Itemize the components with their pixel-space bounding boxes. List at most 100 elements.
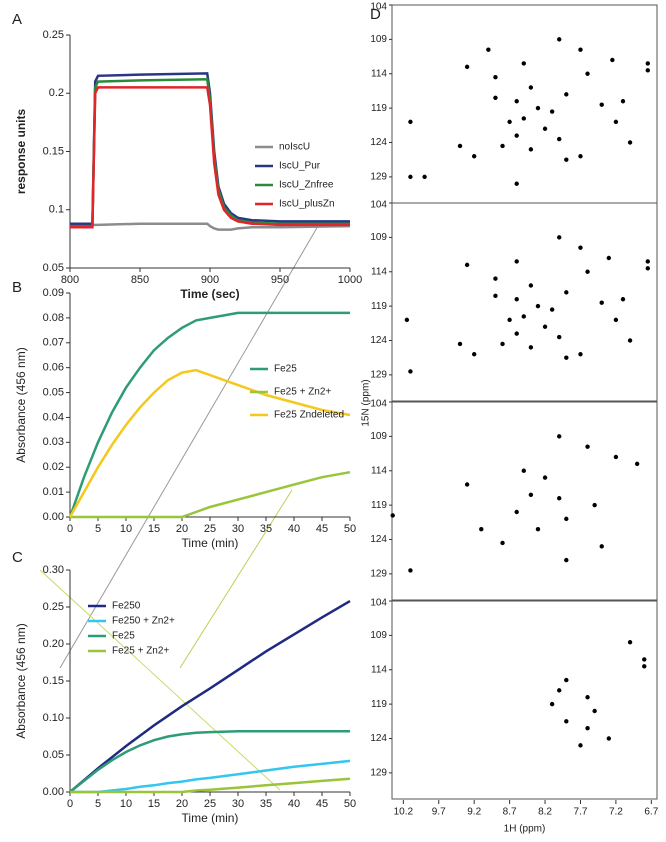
data-line xyxy=(69,600,351,793)
peak xyxy=(620,99,626,104)
y-axis-title: response units xyxy=(14,109,28,195)
peak xyxy=(549,307,555,312)
peak xyxy=(408,568,413,573)
y-tick-label: 0.06 xyxy=(43,362,64,374)
legend-label: Fe25 + Zn2+ xyxy=(274,387,331,398)
peak xyxy=(578,352,583,357)
y-tick-label: 0.07 xyxy=(43,337,64,349)
peak xyxy=(521,468,526,473)
legend-label: Fe250 xyxy=(112,601,141,612)
y-tick-label: 104 xyxy=(370,598,387,609)
peak xyxy=(528,492,534,498)
peak xyxy=(599,300,604,305)
x-tick-label: 800 xyxy=(61,274,79,286)
y-tick-label: 114 xyxy=(371,465,387,476)
peak xyxy=(464,262,470,268)
peak xyxy=(500,143,505,149)
y-tick-label: 0.00 xyxy=(43,786,64,798)
peak xyxy=(507,317,512,323)
peak xyxy=(578,245,583,250)
y-tick-label: 119 xyxy=(371,500,387,511)
x-tick-label: 5 xyxy=(95,523,101,535)
peak xyxy=(645,61,650,66)
peak xyxy=(493,74,498,80)
legend-label: Fe250 + Zn2+ xyxy=(112,616,175,627)
peak xyxy=(564,355,569,360)
peak xyxy=(578,743,583,748)
peak xyxy=(514,259,519,264)
peak xyxy=(620,297,626,302)
x-tick-label: 35 xyxy=(260,523,272,535)
peak xyxy=(535,526,541,532)
peak xyxy=(634,461,640,467)
panel-label: B xyxy=(12,279,22,296)
y-tick-label: 129 xyxy=(370,370,387,381)
data-line xyxy=(70,86,350,229)
x-tick-label: 9.7 xyxy=(432,807,446,818)
y-tick-label: 0.30 xyxy=(43,564,64,576)
y-tick-label: 104 xyxy=(370,2,387,13)
y-tick-label: 0.09 xyxy=(43,287,64,299)
legend-label: Fe25 Zndeleted xyxy=(274,410,344,421)
peak xyxy=(585,725,590,731)
spectrum-frame xyxy=(391,4,658,204)
peak xyxy=(542,126,548,131)
peak xyxy=(500,540,505,546)
peak xyxy=(599,544,604,549)
peak xyxy=(471,154,477,159)
y-tick-label: 0.2 xyxy=(49,87,64,99)
connector-line xyxy=(179,489,293,669)
x-tick-label: 10 xyxy=(120,523,132,535)
y-tick-label: 124 xyxy=(370,335,387,346)
data-line xyxy=(70,759,351,794)
legend-label: Fe25 xyxy=(112,631,135,642)
connector-line xyxy=(59,225,319,669)
panel-label: A xyxy=(12,11,22,28)
peak xyxy=(514,181,519,186)
peak xyxy=(557,136,562,142)
peak xyxy=(486,47,491,52)
peak xyxy=(585,71,590,76)
y-tick-label: 0.05 xyxy=(43,749,64,761)
peak xyxy=(514,99,519,104)
x-tick-label: 20 xyxy=(176,798,188,810)
x-tick-label: 30 xyxy=(232,798,244,810)
y-tick-label: 0.25 xyxy=(43,601,64,613)
x-tick-label: 0 xyxy=(67,523,73,535)
x-tick-label: 35 xyxy=(260,798,272,810)
peak xyxy=(521,314,526,319)
x-tick-label: 950 xyxy=(271,274,289,286)
y-tick-label: 0.15 xyxy=(43,145,64,157)
y-tick-label: 109 xyxy=(370,431,387,442)
y-tick-label: 114 xyxy=(371,266,387,277)
peak xyxy=(528,85,534,90)
peak xyxy=(500,341,505,347)
peak xyxy=(557,496,562,501)
peak xyxy=(549,109,555,114)
y-axis-title: Absorbance (456 nm) xyxy=(14,347,28,462)
y-axis-title: 15N (ppm) xyxy=(361,379,372,426)
peak xyxy=(642,664,647,669)
x-tick-label: 30 xyxy=(232,523,244,535)
peak xyxy=(606,255,612,261)
peak xyxy=(535,303,541,309)
y-tick-label: 0.05 xyxy=(43,262,64,274)
peak xyxy=(471,352,477,357)
peak xyxy=(464,482,470,487)
y-tick-label: 109 xyxy=(370,630,387,641)
peak xyxy=(514,297,519,302)
x-tick-label: 40 xyxy=(288,798,300,810)
peak xyxy=(585,444,590,449)
peak xyxy=(645,259,650,264)
peak xyxy=(528,283,534,288)
peak xyxy=(585,695,590,700)
y-tick-label: 0.02 xyxy=(43,461,64,473)
peak xyxy=(557,688,562,693)
data-line xyxy=(70,470,351,519)
x-tick-label: 50 xyxy=(344,523,356,535)
x-tick-label: 9.2 xyxy=(467,807,481,818)
peak xyxy=(557,334,562,340)
x-tick-label: 900 xyxy=(201,274,219,286)
peak xyxy=(542,324,548,329)
